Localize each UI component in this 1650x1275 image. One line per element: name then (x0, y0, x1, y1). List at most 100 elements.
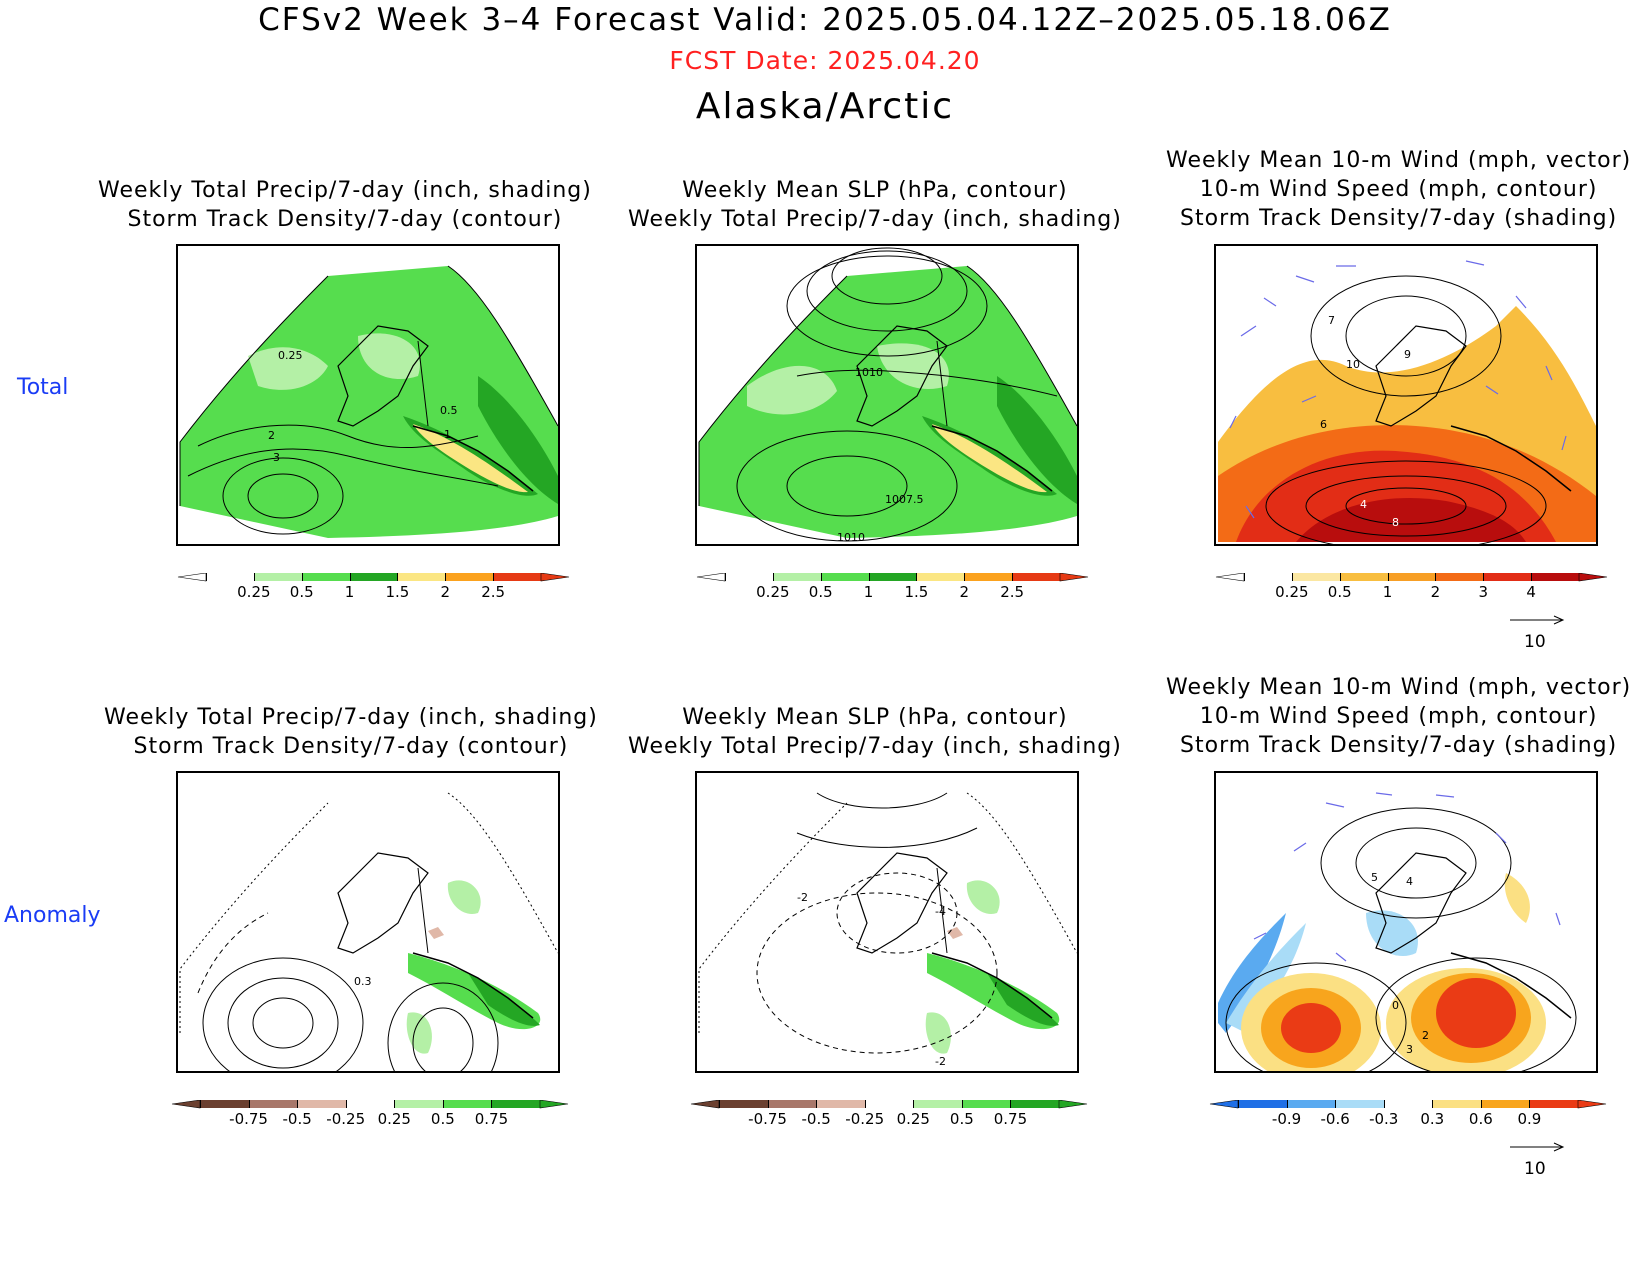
contour-label: 2 (268, 429, 275, 442)
colorbar-swatches (206, 573, 541, 581)
map-total-wind-svg: 7 10 9 6 4 8 (1218, 260, 1596, 544)
colorbar-label: -0.5 (801, 1110, 831, 1128)
title-line: Weekly Total Precip/7-day (inch, shading… (628, 734, 1122, 759)
colorbar-label: 1.5 (385, 583, 410, 601)
colorbar-swatches (725, 573, 1060, 581)
colorbar-label: 1 (1382, 583, 1393, 601)
colorbar-swatch (445, 573, 494, 581)
colorbar-swatch (868, 573, 917, 581)
colorbar-swatch (345, 1100, 395, 1108)
contour-label: -4 (935, 905, 946, 918)
contour-label: -2 (797, 891, 808, 904)
title-anom-precip: Weekly Total Precip/7-day (inch, shading… (104, 703, 598, 761)
colorbar-total-slp: 0.25 0.5 1 1.5 2 2.5 (695, 573, 1090, 619)
colorbar-anom-storm: -0.9 -0.6 -0.3 0.3 0.6 0.9 (1208, 1100, 1608, 1146)
colorbar-swatch (1435, 573, 1484, 581)
title-anom-slp: Weekly Mean SLP (hPa, contour) Weekly To… (628, 703, 1122, 761)
colorbar-label: 0.25 (756, 583, 790, 601)
colorbar-anom-slp: -0.75 -0.5 -0.25 0.25 0.5 0.75 (689, 1100, 1089, 1146)
colorbar-swatch (1432, 1100, 1481, 1108)
map-anom-wind-svg: 5 4 0 2 3 (1218, 792, 1577, 1071)
colorbar-swatch (1339, 573, 1388, 581)
colorbar-anom-precip: -0.75 -0.5 -0.25 0.25 0.5 0.75 (170, 1100, 570, 1146)
colorbar-swatch (1291, 573, 1340, 581)
colorbar-swatch (1383, 1100, 1433, 1108)
title-total-wind: Weekly Mean 10-m Wind (mph, vector) 10-m… (1166, 146, 1631, 233)
colorbar-swatch (301, 573, 350, 581)
map-anom-wind: 5 4 0 2 3 (1214, 771, 1598, 1073)
title-line: Storm Track Density/7-day (contour) (127, 207, 563, 232)
colorbar-label: 0.9 (1517, 1110, 1542, 1128)
contour-label: -2 (935, 1055, 946, 1068)
colorbar-swatch (1387, 573, 1436, 581)
contour-label: 4 (1406, 875, 1413, 888)
contour-label: 0.5 (440, 404, 458, 417)
contour-label: 0.3 (354, 975, 372, 988)
colorbar-label: 0.25 (377, 1110, 411, 1128)
vector-reference-label: 10 (1524, 632, 1546, 652)
colorbar-swatch (1483, 573, 1532, 581)
row-label-total: Total (17, 375, 69, 400)
contour-label: 3 (273, 451, 280, 464)
title-line: Weekly Mean 10-m Wind (mph, vector) (1166, 675, 1632, 700)
colorbar-swatch (1286, 1100, 1336, 1108)
colorbar-ends (1215, 573, 1608, 582)
colorbar-label: 0.75 (993, 1110, 1028, 1128)
colorbar-label: 1.5 (904, 583, 929, 601)
title-line: Weekly Total Precip/7-day (inch, shading… (98, 178, 592, 203)
map-total-slp: 1010 1007.5 1010 (695, 244, 1079, 546)
colorbar-ends (1209, 1100, 1607, 1109)
vector-reference-label: 10 (1524, 1159, 1546, 1179)
colorbar-total-precip: 0.25 0.5 1 1.5 2 2.5 (176, 573, 571, 619)
colorbar-total-storm: 0.25 0.5 1 2 3 4 (1214, 573, 1609, 619)
colorbar-label: -0.25 (845, 1110, 885, 1128)
row-label-anomaly: Anomaly (4, 903, 101, 928)
title-line: Storm Track Density/7-day (shading) (1180, 733, 1618, 758)
colorbar-label: 0.25 (896, 1110, 930, 1128)
region-title: Alaska/Arctic (695, 86, 955, 127)
contour-label: 3 (1406, 1043, 1413, 1056)
title-line: Weekly Mean SLP (hPa, contour) (682, 178, 1068, 203)
colorbar-swatch (961, 1100, 1011, 1108)
colorbar-label: -0.9 (1271, 1110, 1302, 1128)
colorbar-swatches (1244, 573, 1579, 581)
colorbar-label: -0.3 (1369, 1110, 1399, 1128)
title-total-slp: Weekly Mean SLP (hPa, contour) Weekly To… (628, 176, 1122, 234)
contour-label: 7 (1328, 314, 1335, 327)
colorbar-swatch (349, 573, 398, 581)
map-total-precip-svg: 0.25 2 3 0.5 1 (179, 265, 558, 538)
colorbar-swatch (864, 1100, 914, 1108)
colorbar-swatch (1335, 1100, 1384, 1108)
contour-label: 1007.5 (885, 493, 924, 506)
contour-label: 9 (1404, 348, 1411, 361)
colorbar-label: 0.25 (237, 583, 271, 601)
colorbar-swatch (964, 573, 1013, 581)
vector-reference-total: 10 (1508, 612, 1568, 652)
contour-label: 5 (1371, 871, 1378, 884)
colorbar-swatch (1010, 1100, 1059, 1108)
colorbar-swatch (200, 1100, 249, 1108)
colorbar-label: 0.5 (949, 1110, 974, 1128)
title-line: Weekly Total Precip/7-day (inch, shading… (628, 207, 1122, 232)
contour-label: 1 (444, 428, 451, 441)
colorbar-label: 0.3 (1420, 1110, 1445, 1128)
colorbar-label: 2 (1430, 583, 1441, 601)
colorbar-swatch (719, 1100, 768, 1108)
colorbar-swatch (820, 573, 869, 581)
title-line: Weekly Mean SLP (hPa, contour) (682, 705, 1068, 730)
colorbar-swatch (442, 1100, 492, 1108)
colorbar-swatch (1529, 1100, 1578, 1108)
map-anom-slp: -2 -4 -2 (695, 771, 1079, 1073)
colorbar-swatch (206, 573, 254, 581)
colorbar-swatches (1238, 1100, 1578, 1108)
colorbar-label: -0.5 (282, 1110, 312, 1128)
colorbar-label: 0.5 (1327, 583, 1352, 601)
colorbar-swatch (767, 1100, 817, 1108)
contour-label: 0 (1392, 999, 1399, 1012)
colorbar-swatch (913, 1100, 962, 1108)
title-line: Weekly Mean 10-m Wind (mph, vector) (1166, 148, 1632, 173)
colorbar-swatch (253, 573, 302, 581)
contour-label: 1010 (855, 366, 883, 379)
main-title: CFSv2 Week 3–4 Forecast Valid: 2025.05.0… (258, 2, 1392, 38)
colorbar-swatch (1531, 573, 1579, 581)
